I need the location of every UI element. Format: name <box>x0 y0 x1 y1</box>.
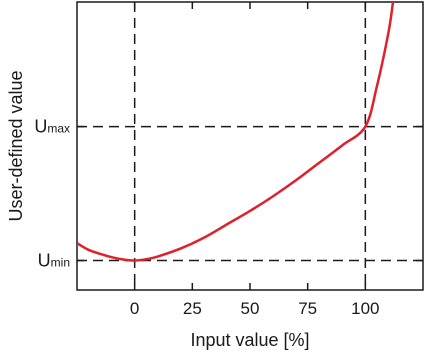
reference-lines <box>77 2 423 290</box>
y-tick-label-subscript: max <box>47 122 70 136</box>
series-line <box>77 2 395 262</box>
y-tick-label-subscript: min <box>51 256 70 270</box>
y-tick-label-main: U <box>38 251 51 271</box>
y-axis-label: User-defined value <box>6 70 26 221</box>
x-tick-label: 100 <box>351 299 379 318</box>
y-tick-label: Umax <box>34 117 70 137</box>
x-tick-label: 0 <box>130 299 139 318</box>
x-tick-labels: 0 25 50 75 100 <box>130 299 380 318</box>
axis-ticks <box>77 2 423 290</box>
x-tick-label: 50 <box>241 299 260 318</box>
x-axis-label: Input value [%] <box>190 330 309 350</box>
x-tick-label: 25 <box>183 299 202 318</box>
y-tick-label: Umin <box>38 251 70 271</box>
x-tick-label: 75 <box>298 299 317 318</box>
y-tick-label-main: U <box>34 117 47 137</box>
plot-frame <box>76 1 424 291</box>
